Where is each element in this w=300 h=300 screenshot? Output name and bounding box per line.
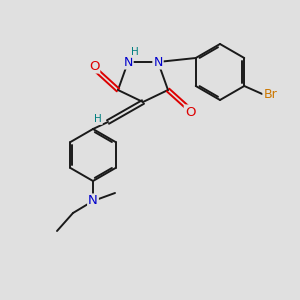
Text: O: O <box>185 106 195 118</box>
Text: N: N <box>88 194 98 208</box>
Text: H: H <box>94 114 102 124</box>
Text: N: N <box>153 56 163 68</box>
Text: O: O <box>89 59 99 73</box>
Text: H: H <box>131 47 139 57</box>
Text: Br: Br <box>263 88 277 100</box>
Text: N: N <box>123 56 133 68</box>
